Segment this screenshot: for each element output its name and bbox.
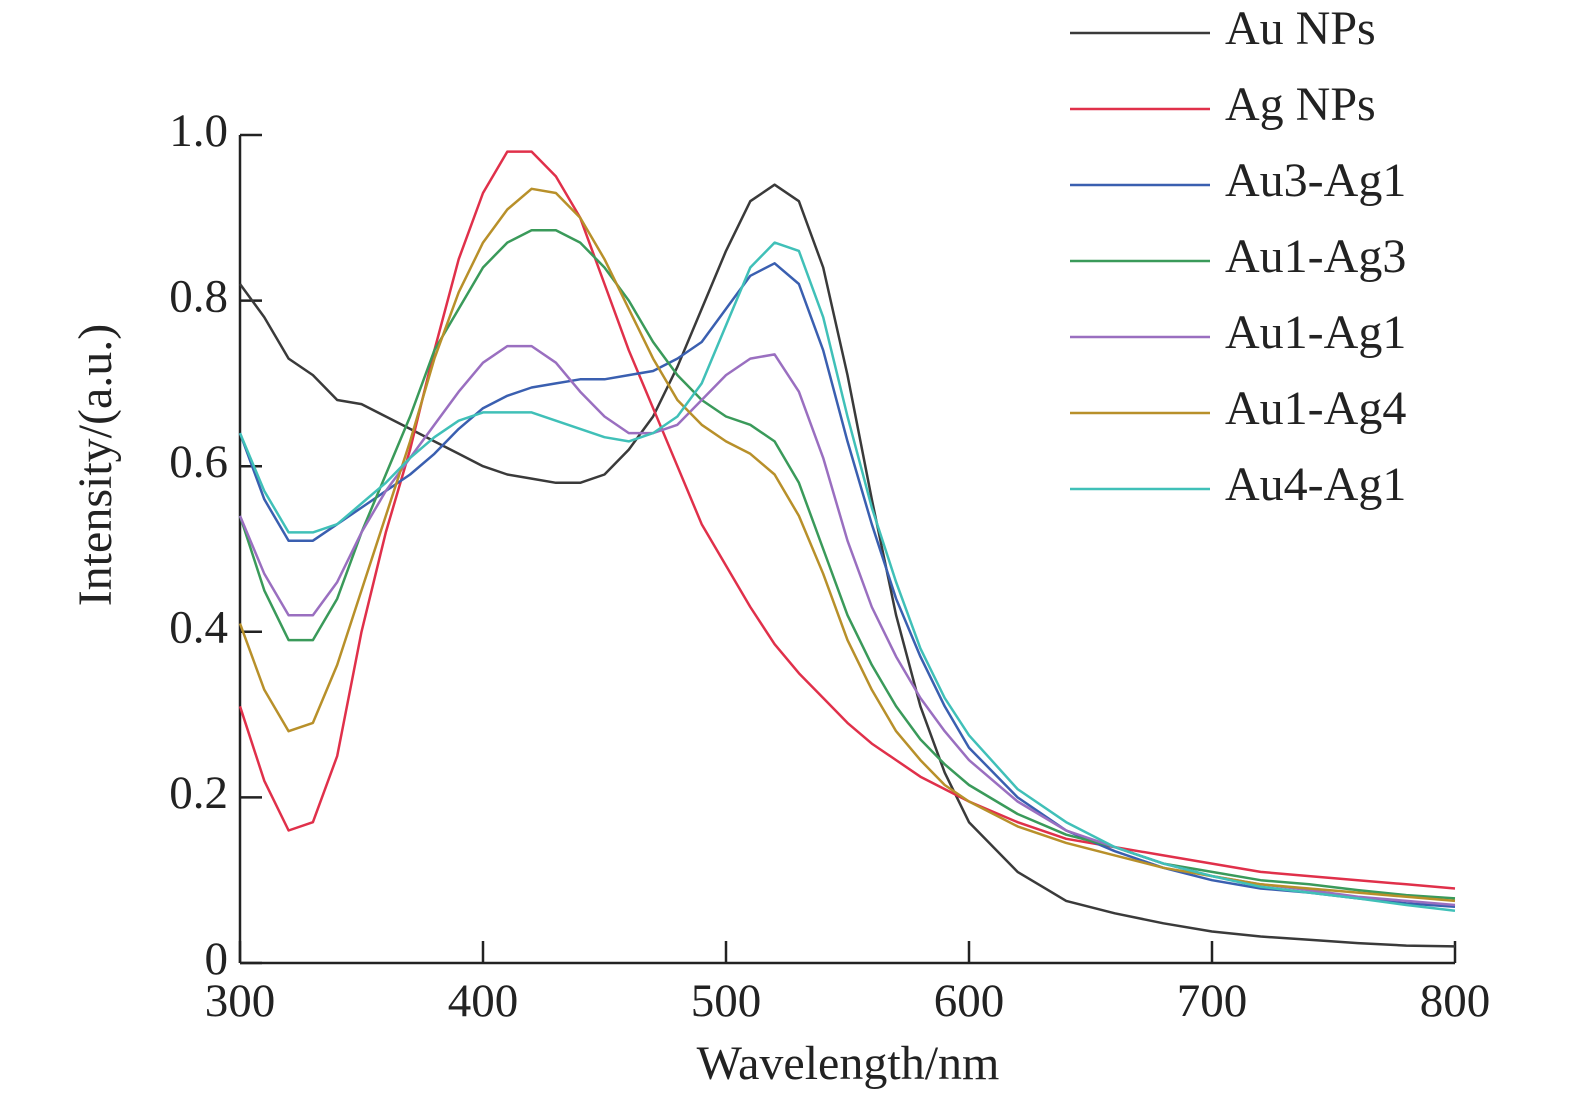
series-line [238, 150, 1456, 890]
legend-label: Au1-Ag1 [1225, 306, 1406, 359]
legend-label: Au3-Ag1 [1225, 154, 1406, 207]
legend-label: Ag NPs [1225, 78, 1376, 131]
y-tick-label: 0.8 [169, 270, 228, 322]
series-line [238, 262, 1456, 908]
y-tick-label: 0 [205, 933, 229, 985]
y-tick-label: 0.4 [169, 602, 228, 654]
x-tick-label: 800 [1420, 975, 1491, 1027]
series-line [238, 183, 1456, 948]
legend-label: Au NPs [1225, 2, 1376, 55]
legend-label: Au1-Ag4 [1225, 382, 1406, 435]
y-axis-title: Intensity/(a.u.) [69, 324, 122, 607]
x-tick-label: 400 [448, 975, 519, 1027]
series-line [238, 241, 1456, 913]
series-line [238, 187, 1456, 903]
x-tick-label: 500 [691, 975, 762, 1027]
y-tick-label: 0.2 [169, 767, 228, 819]
x-tick-label: 700 [1177, 975, 1248, 1027]
x-tick-label: 600 [934, 975, 1005, 1027]
legend-label: Au1-Ag3 [1225, 230, 1406, 283]
legend-label: Au4-Ag1 [1225, 458, 1406, 511]
y-tick-label: 0.6 [169, 436, 228, 488]
x-axis-title: Wavelength/nm [697, 1037, 1000, 1090]
x-tick-label: 300 [205, 975, 276, 1027]
y-tick-label: 1.0 [169, 105, 228, 157]
